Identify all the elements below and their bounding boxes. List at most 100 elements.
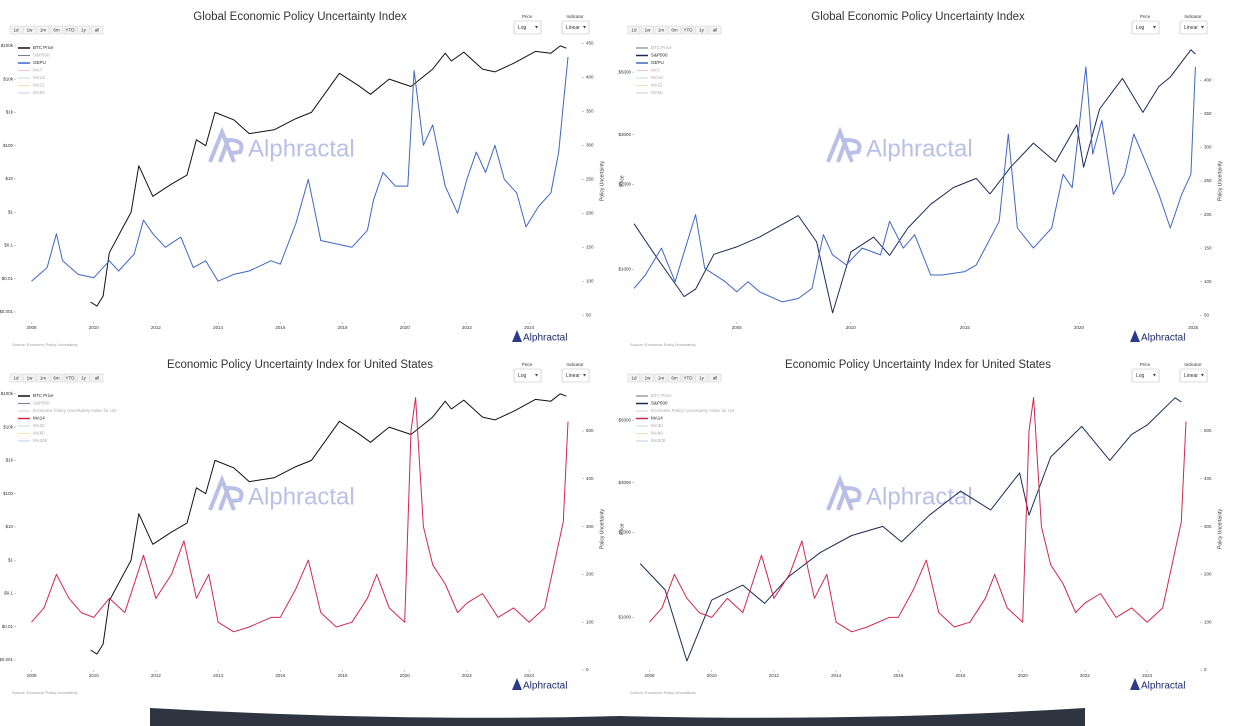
bottom-shadow [150,708,1085,726]
range-button[interactable] [9,373,23,383]
range-button[interactable] [77,25,90,35]
y2-tick-label: 350 [586,109,594,114]
y-tick-label: $0.001 [0,309,13,314]
y-tick-label: $100 [3,491,14,496]
selector[interactable] [513,20,542,35]
y-tick-label: $3000 [618,480,631,485]
legend-label[interactable]: S&P500 [651,401,668,406]
range-button-label: 1w [645,28,652,33]
y2-tick-label: 300 [1204,145,1212,150]
x-tick-label: 2014 [831,673,842,678]
range-button[interactable] [681,25,695,35]
range-button-label: 1d [13,376,19,381]
y2-axis-title: Policy Uncertainty [1217,160,1223,201]
x-tick-label: 2012 [769,673,780,678]
logo-icon [1130,330,1140,342]
legend-label[interactable]: S&P500 [33,401,50,406]
legend-label[interactable]: BTC Price [33,393,54,398]
range-button[interactable] [63,25,77,35]
range-button-label: 1m [658,376,665,381]
y-tick-label: $0.01 [2,624,14,629]
chart-title: Economic Policy Uncertainty Index for Un… [167,359,433,371]
selector[interactable] [1179,368,1208,383]
legend-label[interactable]: Economic Policy Uncertainty Index for US [651,408,734,413]
range-button[interactable] [50,25,63,35]
legend-label[interactable]: MA30 [651,423,663,428]
selector-caret [1201,374,1204,377]
selector[interactable] [513,368,542,383]
range-button[interactable] [654,373,668,383]
range-button[interactable] [708,25,722,35]
range-button[interactable] [654,25,668,35]
range-button[interactable] [708,373,722,383]
range-button[interactable] [23,373,36,383]
range-button[interactable] [641,373,654,383]
legend-label[interactable]: BTC Price [651,393,672,398]
legend-label[interactable]: MA90 [33,431,45,436]
range-button[interactable] [23,25,36,35]
x-tick-label: 2012 [151,325,162,330]
legend-label[interactable]: MA21 [33,83,45,88]
legend-label[interactable]: MA50 [651,90,663,95]
selector[interactable] [1131,368,1160,383]
watermark-icon [208,474,244,511]
selector-caret [535,374,538,377]
selector-caret [1153,374,1156,377]
legend-label[interactable]: MA50 [33,90,45,95]
selector[interactable] [561,368,590,383]
range-button[interactable] [36,373,50,383]
y-axis-title: Price [619,523,625,535]
range-button[interactable] [63,373,77,383]
range-button[interactable] [36,25,50,35]
legend-label[interactable]: MA14 [651,75,663,80]
legend-label[interactable]: BTC Price [33,45,54,50]
range-button[interactable] [50,373,63,383]
x-tick-label: 2022 [462,325,473,330]
x-tick-label: 2020 [400,673,411,678]
y-tick-label: $1k [6,458,14,463]
legend-label[interactable]: GEPU [33,60,46,65]
legend-label[interactable]: MA14 [651,416,663,421]
legend-label[interactable]: MA21 [651,83,663,88]
range-button[interactable] [681,373,695,383]
range-button[interactable] [77,373,90,383]
y-tick-label: $5000 [618,417,631,422]
legend-label[interactable]: S&P500 [651,53,668,58]
y2-tick-label: 500 [586,428,594,433]
legend-label[interactable]: MA7 [33,68,43,73]
legend-label[interactable]: S&P500 [33,53,50,58]
range-button[interactable] [668,25,681,35]
selector[interactable] [561,20,590,35]
legend-label[interactable]: Economic Policy Uncertainty Index for US [33,408,116,413]
range-button[interactable] [9,25,23,35]
selector-caret [535,26,538,29]
legend-label[interactable]: MA200 [33,438,48,443]
range-button[interactable] [627,373,641,383]
range-button[interactable] [90,25,104,35]
selector[interactable] [1179,20,1208,35]
legend-label[interactable]: BTC Price [651,45,672,50]
range-button[interactable] [90,373,104,383]
selector[interactable] [1131,20,1160,35]
range-button-label: 6m [53,28,60,33]
range-button[interactable] [641,25,654,35]
legend-label[interactable]: MA30 [33,423,45,428]
range-button[interactable] [695,373,708,383]
range-button[interactable] [627,25,641,35]
legend-label[interactable]: MA14 [33,416,45,421]
legend-label[interactable]: MA14 [33,75,45,80]
selector-label: Price [1140,362,1151,367]
y2-tick-label: 300 [586,524,594,529]
y-tick-label: $0.001 [0,657,13,662]
watermark-icon [208,126,244,163]
selector-caret [583,26,586,29]
y2-axis-title: Policy Uncertainty [599,508,605,549]
legend-label[interactable]: GEPU [651,60,664,65]
range-button[interactable] [695,25,708,35]
logo-icon [512,330,522,342]
legend-label[interactable]: MA90 [651,431,663,436]
legend-label[interactable]: MA200 [651,438,666,443]
range-button[interactable] [668,373,681,383]
legend-label[interactable]: MA7 [651,68,661,73]
